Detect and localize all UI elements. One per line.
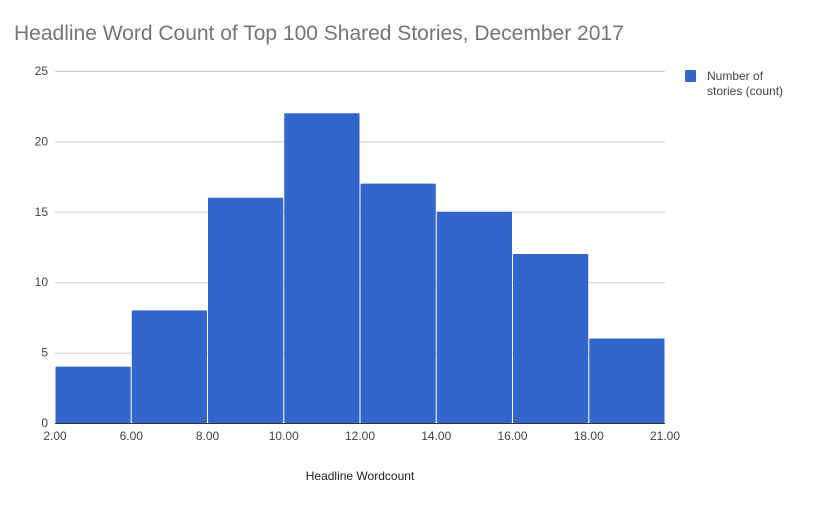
legend[interactable]: Number of stories (count) (685, 69, 783, 98)
y-tick-label: 25 (35, 64, 49, 78)
bar (55, 366, 131, 423)
x-tick-label: 2.00 (43, 429, 67, 443)
legend-label-line2: stories (count) (707, 84, 783, 98)
legend-label-line1: Number of (707, 69, 764, 83)
x-axis-label: Headline Wordcount (306, 469, 415, 483)
y-tick-label: 5 (41, 346, 48, 360)
x-tick-label: 16.00 (497, 429, 527, 443)
x-tick-label: 14.00 (421, 429, 451, 443)
x-tick-label: 10.00 (269, 429, 299, 443)
x-tick-label: 12.00 (345, 429, 375, 443)
x-tick-label: 21.00 (650, 429, 680, 443)
y-axis-ticks: 0 5 10 15 20 25 (35, 64, 49, 430)
y-tick-label: 0 (41, 416, 48, 430)
bars (55, 113, 665, 424)
y-tick-label: 20 (35, 134, 49, 148)
y-tick-label: 10 (35, 275, 49, 289)
bar (131, 310, 207, 423)
chart-title: Headline Word Count of Top 100 Shared St… (14, 22, 624, 45)
bar (360, 183, 436, 423)
x-tick-label: 18.00 (574, 429, 604, 443)
x-tick-label: 8.00 (196, 429, 220, 443)
bar (208, 197, 284, 423)
y-tick-label: 15 (35, 205, 49, 219)
bar (284, 113, 360, 424)
bar (436, 211, 512, 423)
bar (589, 338, 665, 423)
legend-swatch (685, 70, 696, 82)
bar (513, 254, 589, 423)
x-axis-ticks: 2.00 6.00 8.00 10.00 12.00 14.00 16.00 18.00 21.… (43, 429, 680, 443)
x-tick-label: 6.00 (120, 429, 144, 443)
